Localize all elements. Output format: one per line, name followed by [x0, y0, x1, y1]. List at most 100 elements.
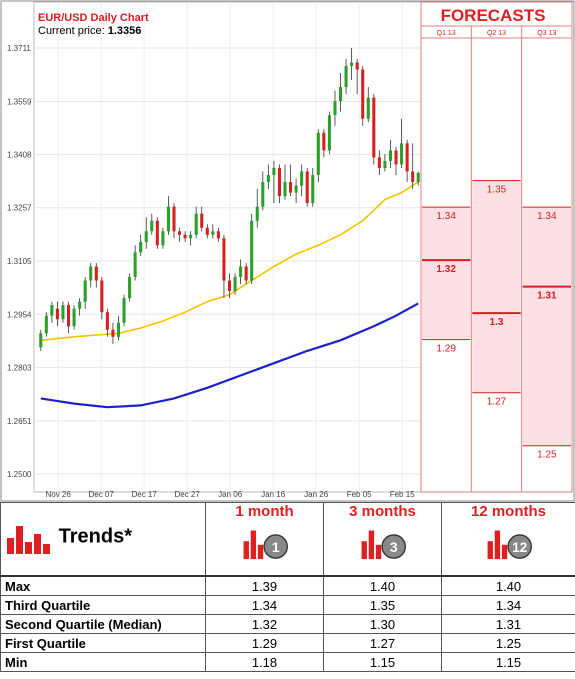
- candle-body: [100, 280, 104, 313]
- trend-col-label: 1 month: [235, 503, 294, 520]
- current-price-label: Current price:: [38, 25, 105, 37]
- candle-body: [50, 305, 54, 316]
- forecast-value-label: 1.35: [487, 185, 507, 196]
- candle-body: [366, 97, 370, 119]
- candle-body: [311, 174, 315, 204]
- forecast-value-label: 1.34: [537, 211, 557, 222]
- candle-body: [383, 160, 387, 168]
- row-value: 1.35: [323, 595, 442, 615]
- row-value: 1.31: [441, 614, 575, 634]
- row-label: Second Quartile (Median): [0, 614, 206, 634]
- candle-body: [194, 213, 198, 235]
- forecast-value-label: 1.31: [537, 291, 557, 302]
- y-tick-labels: 1.3711 1.3559 1.3408 1.3257 1.3105 1.2954 1.28…: [7, 44, 32, 479]
- candle-body: [205, 227, 209, 235]
- candle-body: [116, 322, 121, 337]
- forecasts-title: FORECASTS: [441, 6, 546, 25]
- y-tick-label: 1.3711: [7, 44, 31, 53]
- candle-body: [55, 308, 59, 320]
- trends-row-max: Max 1.39 1.40 1.40: [0, 575, 575, 596]
- row-value: 1.15: [323, 652, 442, 672]
- candle-body: [261, 182, 265, 207]
- row-value: 1.39: [205, 575, 324, 596]
- x-tick-label: Dec 17: [131, 490, 157, 499]
- candle-body: [294, 185, 298, 193]
- y-tick-label: 1.2500: [7, 470, 32, 479]
- candle-body: [78, 301, 82, 309]
- candle-body: [89, 266, 93, 281]
- trends-title: Trends*: [58, 525, 132, 548]
- x-tick-label: Nov 26: [45, 490, 71, 499]
- forecast-col-label: Q3 13: [537, 30, 556, 37]
- candle-body: [61, 305, 65, 320]
- candle-body: [405, 143, 409, 172]
- trends-header-row: Trends* 1 month 1 3 months: [0, 502, 575, 577]
- forecast-col-label: Q2 13: [487, 30, 506, 37]
- candle-body: [322, 132, 326, 151]
- y-tick-label: 1.2651: [7, 417, 32, 426]
- trend-col-label: 3 months: [349, 503, 416, 520]
- trend-col-label: 12 months: [470, 503, 546, 520]
- forecast-col-label: Q1 13: [437, 30, 456, 37]
- three-month-badge-icon: 3: [361, 530, 406, 560]
- trends-row-min: Min 1.18 1.15 1.15: [0, 652, 575, 672]
- trends-table: Trends* 1 month 1 3 months: [0, 502, 575, 672]
- x-tick-label: Jan 16: [261, 490, 286, 499]
- trend-col-1-month: 1 month 1: [205, 502, 324, 577]
- eurusd-chart: Q1 13 1.34 1.32 1.29 Q2 13 1.35 1.3 1.27 Q3 13 1.…: [0, 0, 575, 502]
- candle-body: [161, 231, 165, 246]
- twelve-month-badge-icon: 12: [487, 530, 532, 560]
- x-tick-label: Dec 07: [88, 490, 114, 499]
- candle-body: [211, 231, 215, 235]
- x-tick-label: Feb 05: [347, 490, 372, 499]
- row-value: 1.34: [441, 595, 575, 615]
- x-tick-label: Dec 27: [174, 490, 200, 499]
- candle-body: [333, 101, 337, 116]
- badge-number: 1: [271, 540, 279, 556]
- forecast-value-label: 1.27: [487, 397, 507, 408]
- y-tick-label: 1.2954: [7, 310, 32, 319]
- candle-body: [377, 157, 381, 168]
- trends-row-median: Second Quartile (Median) 1.32 1.30 1.31: [0, 614, 575, 634]
- bar-chart-icon: [7, 526, 50, 554]
- forecast-area: Q1 13 1.34 1.32 1.29 Q2 13 1.35 1.3 1.27 Q3 13 1.…: [420, 1, 573, 493]
- candle-body: [128, 277, 132, 299]
- trends-title-cell: Trends*: [0, 502, 206, 577]
- grid: [33, 1, 422, 493]
- row-value: 1.27: [323, 633, 442, 653]
- candle-body: [338, 87, 343, 102]
- forecast-value-label: 1.32: [436, 264, 456, 275]
- candle-body: [388, 150, 392, 161]
- candle-body: [139, 241, 143, 253]
- candle-body: [272, 167, 276, 175]
- candle-body: [355, 62, 359, 70]
- row-label: Max: [0, 575, 206, 596]
- x-tick-label: Feb 15: [390, 490, 415, 499]
- candle-body: [227, 280, 232, 292]
- candle-body: [233, 277, 237, 292]
- candle-body: [72, 308, 76, 327]
- candle-body: [200, 213, 204, 228]
- forecast-range-band: [422, 207, 471, 340]
- candle-body: [300, 171, 304, 186]
- y-tick-label: 1.3257: [7, 204, 32, 213]
- candle-body: [411, 171, 415, 183]
- candle-body: [172, 206, 176, 232]
- ma-long-line: [40, 302, 419, 409]
- row-value: 1.29: [205, 633, 324, 653]
- row-value: 1.40: [323, 575, 442, 596]
- row-value: 1.32: [205, 614, 324, 634]
- row-value: 1.40: [441, 575, 575, 596]
- candle-body: [155, 220, 159, 246]
- candle-body: [178, 231, 182, 235]
- row-value: 1.18: [205, 652, 324, 672]
- candle-body: [394, 150, 398, 165]
- x-tick-labels: Nov 26 Dec 07 Dec 17 Dec 27 Jan 06 Jan 16 Jan …: [45, 490, 415, 499]
- row-label: First Quartile: [0, 633, 206, 653]
- row-value: 1.25: [441, 633, 575, 653]
- candle-body: [350, 62, 354, 66]
- candle-body: [255, 206, 259, 221]
- row-value: 1.34: [205, 595, 324, 615]
- candle-body: [277, 167, 281, 197]
